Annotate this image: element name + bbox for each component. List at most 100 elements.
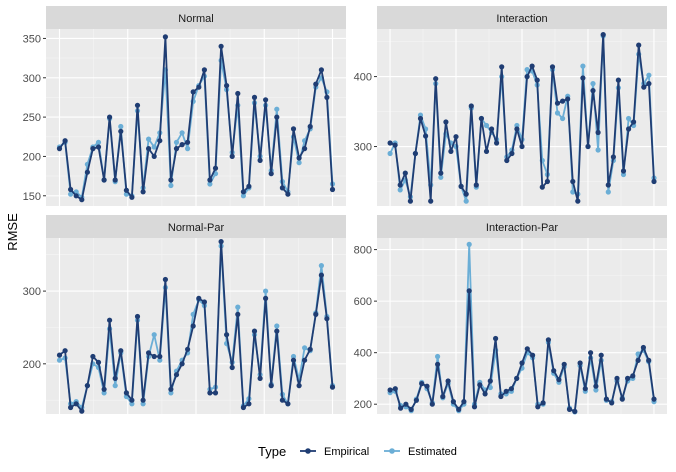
point-empirical <box>246 401 252 407</box>
point-empirical <box>585 143 591 150</box>
point-empirical <box>438 170 444 176</box>
point-empirical <box>313 81 319 87</box>
point-empirical <box>123 390 129 396</box>
point-estimated <box>56 357 63 363</box>
point-estimated <box>593 387 599 393</box>
point-empirical <box>387 387 393 393</box>
point-empirical <box>545 337 552 343</box>
point-estimated <box>129 401 135 407</box>
point-estimated <box>318 263 324 269</box>
point-empirical <box>62 348 68 354</box>
point-empirical <box>646 357 652 363</box>
point-empirical <box>90 146 96 152</box>
point-empirical <box>403 401 409 407</box>
point-estimated <box>302 345 308 351</box>
point-empirical <box>556 377 562 383</box>
point-empirical <box>412 150 418 157</box>
point-empirical <box>440 393 446 400</box>
y-tick-label: 200 <box>354 399 372 411</box>
point-estimated <box>118 123 124 130</box>
point-empirical <box>162 34 168 40</box>
point-empirical <box>173 146 180 152</box>
point-empirical <box>279 185 285 191</box>
point-empirical <box>417 115 424 122</box>
point-empirical <box>595 129 601 136</box>
point-empirical <box>73 401 79 407</box>
point-estimated <box>274 323 280 329</box>
point-empirical <box>179 361 185 367</box>
point-empirical <box>429 401 435 407</box>
point-empirical <box>123 187 129 193</box>
point-estimated <box>101 390 107 396</box>
point-empirical <box>577 360 583 366</box>
point-empirical <box>56 146 63 152</box>
point-estimated <box>151 332 157 338</box>
point-empirical <box>598 352 604 358</box>
point-estimated <box>179 130 185 136</box>
point-empirical <box>329 186 336 193</box>
point-empirical <box>435 361 441 367</box>
point-empirical <box>524 346 530 352</box>
point-empirical <box>140 397 146 403</box>
point-empirical <box>263 295 269 301</box>
point-empirical <box>224 332 230 338</box>
point-empirical <box>134 313 141 320</box>
point-empirical <box>162 276 168 283</box>
point-empirical <box>534 77 540 83</box>
point-estimated <box>151 144 157 150</box>
point-estimated <box>140 401 146 407</box>
point-empirical <box>519 360 525 366</box>
point-estimated <box>570 189 576 195</box>
point-estimated <box>290 353 297 360</box>
point-estimated <box>605 189 611 195</box>
point-empirical <box>570 178 576 185</box>
point-empirical <box>535 404 541 410</box>
point-empirical <box>572 408 578 414</box>
y-tick-label: 600 <box>354 296 372 308</box>
point-empirical <box>285 401 291 407</box>
panel-interaction-par: Interaction-Par 200 400 600 800 <box>354 215 667 415</box>
point-empirical <box>251 328 258 334</box>
point-empirical <box>285 191 291 197</box>
point-empirical <box>461 399 467 405</box>
point-empirical <box>151 353 157 360</box>
point-empirical <box>84 383 90 389</box>
panel-normal: Normal 150 200 250 300 350 <box>23 6 346 206</box>
point-estimated <box>157 357 163 363</box>
point-empirical <box>157 353 163 360</box>
point-empirical <box>489 126 495 132</box>
point-empirical <box>514 375 520 381</box>
point-empirical <box>615 77 622 83</box>
point-empirical <box>493 335 499 342</box>
point-empirical <box>630 373 636 379</box>
point-estimated <box>560 115 566 122</box>
point-empirical <box>551 368 557 374</box>
point-estimated <box>95 139 102 145</box>
point-empirical <box>428 198 434 204</box>
point-empirical <box>524 74 530 80</box>
point-empirical <box>302 357 308 363</box>
point-empirical <box>466 288 472 294</box>
point-empirical <box>296 155 302 161</box>
point-empirical <box>443 119 449 125</box>
y-tick-label: 250 <box>23 112 41 124</box>
point-empirical <box>554 100 561 106</box>
legend-key-empirical <box>300 448 316 454</box>
point-empirical <box>302 146 308 152</box>
point-empirical <box>468 103 474 109</box>
point-empirical <box>207 390 213 396</box>
point-empirical <box>279 397 285 403</box>
point-empirical <box>296 383 302 389</box>
point-empirical <box>635 357 641 363</box>
point-empirical <box>112 375 118 381</box>
point-estimated <box>207 181 213 187</box>
point-empirical <box>445 378 451 384</box>
strip-background <box>377 215 667 238</box>
point-empirical <box>448 148 454 154</box>
point-empirical <box>218 239 224 245</box>
point-empirical <box>146 146 152 152</box>
point-empirical <box>107 317 113 323</box>
point-empirical <box>90 353 96 360</box>
point-empirical <box>646 81 652 87</box>
point-empirical <box>212 165 219 171</box>
